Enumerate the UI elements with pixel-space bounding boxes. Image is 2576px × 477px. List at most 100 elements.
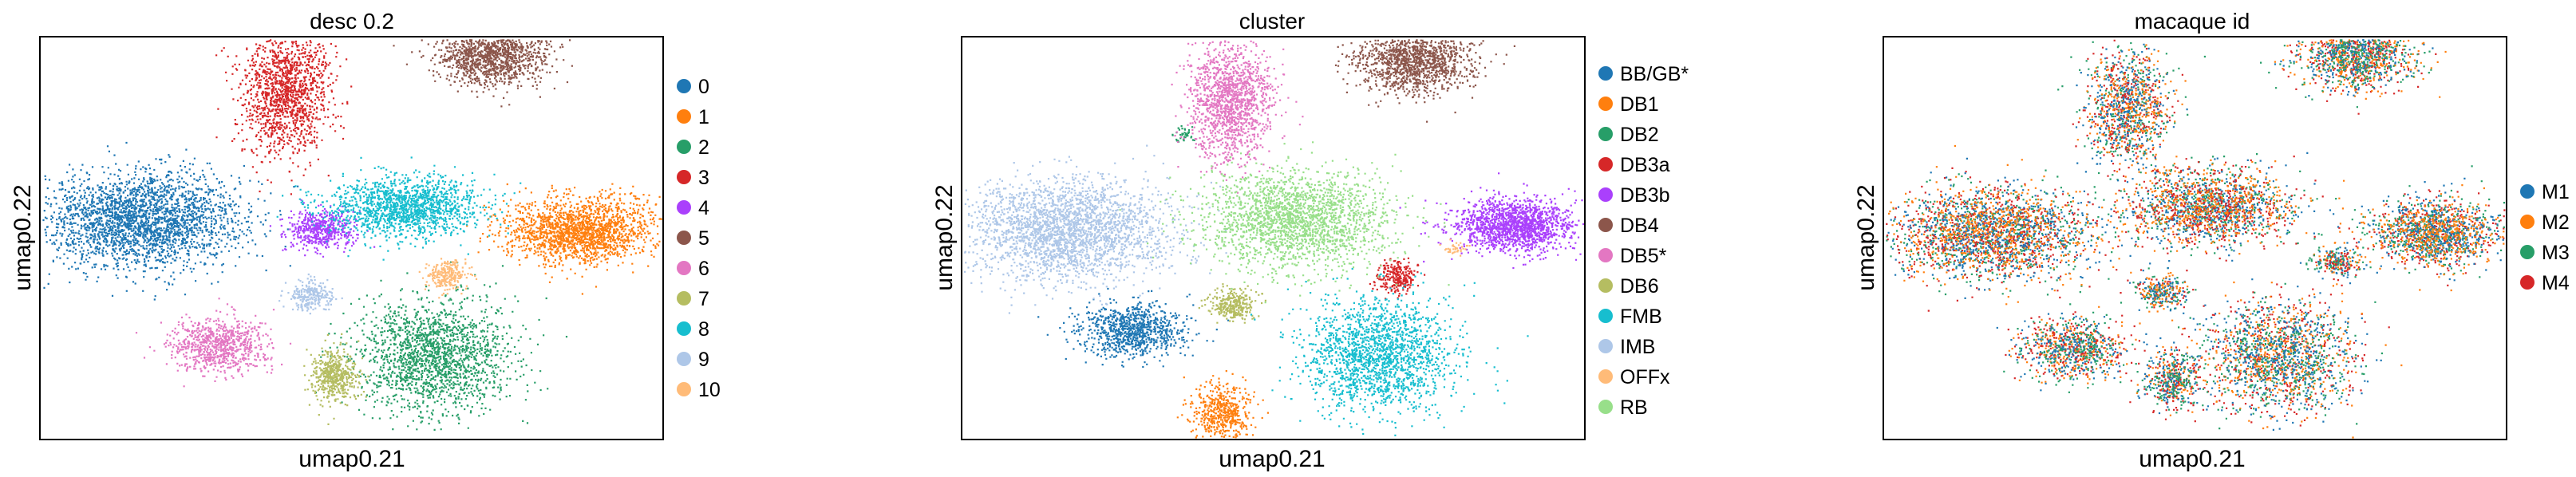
scatter-points-series-FMB: [1250, 267, 1529, 436]
legend-marker: [1598, 157, 1613, 171]
legend-label: RB: [1620, 396, 1648, 419]
scatter-points-series-10: [418, 258, 478, 299]
legend-marker: [1598, 369, 1613, 384]
scatter-points-mixed-7: [2135, 353, 2209, 414]
legend-label: DB3b: [1620, 184, 1670, 207]
legend-marker: [677, 79, 691, 93]
legend-label: 3: [698, 167, 709, 189]
legend-label: 1: [698, 106, 709, 128]
legend-label: DB2: [1620, 124, 1659, 146]
plot-frame: [961, 36, 1586, 440]
scatter-points-mixed-9: [2305, 247, 2365, 278]
panel-title: macaque id: [2135, 9, 2250, 34]
panel-desc: desc 0.2 umap0.21 umap0.22 0 1 2 3 4 5 6 7 8 9 10: [10, 9, 721, 472]
legend-label: FMB: [1620, 306, 1662, 328]
scatter-points: [42, 39, 662, 431]
scatter-points-mixed-9: [2317, 242, 2361, 285]
legend-marker: [1598, 309, 1613, 323]
scatter-points-mixed-3: [2075, 43, 2188, 183]
scatter-points-mixed-4: [2260, 39, 2432, 108]
y-axis-label: umap0.22: [1853, 184, 1879, 290]
panel-cluster: cluster umap0.21 umap0.22 BB/GB* DB1 DB2 DB…: [931, 9, 1689, 472]
scatter-points-mixed-8: [2120, 267, 2197, 319]
scatter-points-mixed-0: [1886, 169, 2172, 296]
scatter-points-mixed-0: [1886, 167, 2141, 312]
scatter-points-mixed-5: [2075, 156, 2345, 255]
scatter-points-mixed-2: [2174, 246, 2383, 430]
scatter-points-series-DB1: [1176, 370, 1269, 439]
legend-marker: [2520, 275, 2535, 290]
scatter-points-series-3: [215, 39, 353, 195]
plot-frame: [39, 36, 664, 440]
legend-marker: [1598, 278, 1613, 293]
scatter-points-mixed-8: [2129, 266, 2187, 314]
x-axis-label: umap0.21: [1219, 446, 1325, 472]
x-axis-label: umap0.21: [298, 446, 405, 472]
legend-label: 4: [698, 197, 709, 219]
scatter-points-mixed-0: [1887, 157, 2175, 299]
scatter-points-series-OFFx: [1439, 238, 1471, 257]
scatter-points-series-0: [42, 141, 299, 301]
legend-marker: [1598, 339, 1613, 353]
legend-marker: [677, 109, 691, 124]
scatter-points: [1886, 39, 2506, 439]
scatter-points-series-IMB: [964, 144, 1256, 314]
legend-marker: [1598, 400, 1613, 414]
scatter-points-series-5: [393, 39, 573, 108]
panel-title: cluster: [1239, 9, 1305, 34]
legend-marker: [1598, 218, 1613, 232]
scatter-points-mixed-1: [2321, 165, 2506, 278]
panel-title: desc 0.2: [310, 9, 394, 34]
legend-marker: [1598, 66, 1613, 81]
plot-frame: [1883, 36, 2507, 440]
legend-label: M4: [2542, 272, 2570, 294]
scatter-points-series-7: [303, 333, 369, 425]
legend-label: BB/GB*: [1620, 63, 1689, 85]
legend-label: M1: [2542, 181, 2570, 203]
scatter-points-mixed-1: [2333, 184, 2505, 292]
scatter-points-mixed-3: [2057, 41, 2206, 224]
legend-label: 7: [698, 288, 709, 310]
scatter-points-series-DB3a: [1369, 257, 1426, 300]
legend-marker: [1598, 127, 1613, 141]
legend-marker: [677, 170, 691, 184]
scatter-points-series-2: [314, 261, 568, 431]
x-axis-label: umap0.21: [2139, 446, 2245, 472]
scatter-points-mixed-1: [2337, 177, 2504, 282]
legend: BB/GB* DB1 DB2 DB3a DB3b DB4 DB5* DB6 FMB IMB OFFx…: [1598, 63, 1689, 419]
legend-marker: [1598, 187, 1613, 202]
scatter-points-mixed-9: [2313, 242, 2360, 282]
y-axis-label: umap0.22: [931, 184, 958, 290]
scatter-points-mixed-5: [2092, 156, 2341, 272]
y-axis-label: umap0.22: [10, 184, 36, 290]
legend-marker: [2520, 215, 2535, 229]
legend-label: 0: [698, 76, 709, 98]
legend-label: DB6: [1620, 275, 1659, 298]
legend-label: M2: [2542, 211, 2570, 234]
legend-marker: [677, 261, 691, 275]
legend-label: DB4: [1620, 215, 1659, 237]
legend-marker: [677, 140, 691, 154]
scatter-points-series-9: [279, 273, 343, 315]
legend-label: M3: [2542, 242, 2570, 264]
scatter-points-series-8: [276, 156, 522, 261]
legend-marker: [677, 291, 691, 306]
legend-label: DB1: [1620, 93, 1659, 116]
scatter-points-series-BBGB: [1037, 287, 1230, 369]
legend-marker: [677, 231, 691, 245]
scatter-points-mixed-6: [2008, 306, 2141, 384]
scatter-points-series-1: [466, 183, 662, 295]
legend-label: 6: [698, 258, 709, 280]
scatter-points-mixed-4: [2274, 39, 2434, 97]
scatter-points-mixed-7: [2129, 346, 2211, 423]
legend-label: DB5*: [1620, 245, 1667, 267]
legend-marker: [677, 352, 691, 366]
scatter-points-series-4: [269, 199, 376, 258]
legend-marker: [1598, 248, 1613, 262]
scatter-points-series-DB3b: [1399, 172, 1585, 270]
legend: 0 1 2 3 4 5 6 7 8 9 10: [677, 76, 721, 401]
legend-label: 2: [698, 136, 709, 159]
legend-label: 9: [698, 349, 709, 371]
scatter-points-mixed-0: [1888, 144, 2166, 306]
